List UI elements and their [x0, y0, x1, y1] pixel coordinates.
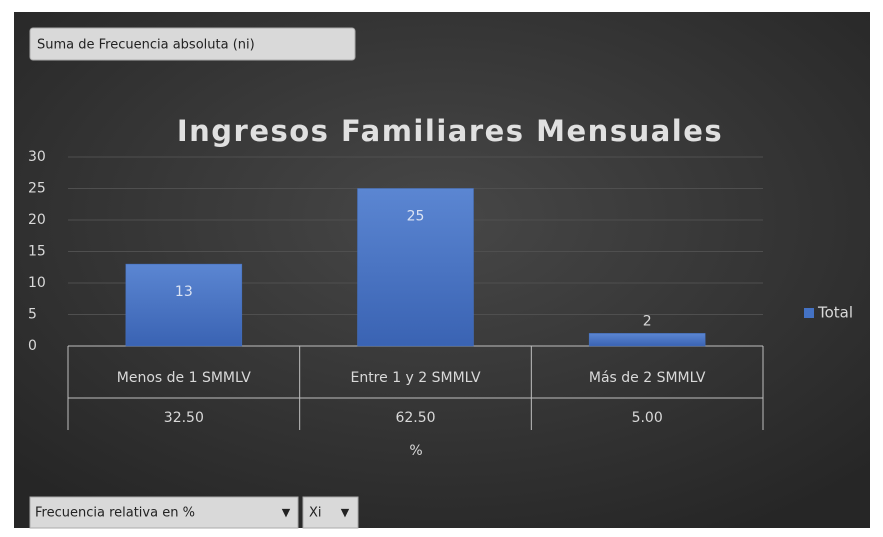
bar	[588, 333, 706, 347]
value-field-button[interactable]	[29, 27, 356, 61]
bar	[357, 188, 474, 347]
x-tick-label: Más de 2 SMMLV	[589, 370, 706, 386]
x-tick-label: Menos de 1 SMMLV	[117, 370, 251, 386]
chart-title: Ingresos Familiares Mensuales	[177, 114, 723, 148]
axis-field-label: Frecuencia relativa en %	[35, 506, 195, 521]
y-tick-label: 15	[28, 244, 46, 260]
y-tick-label: 0	[28, 338, 37, 354]
y-tick-label: 5	[28, 307, 37, 323]
legend-swatch	[804, 308, 814, 318]
data-label: 25	[407, 209, 425, 225]
x-tick-label: Entre 1 y 2 SMMLV	[350, 370, 480, 386]
data-label: 13	[175, 284, 193, 300]
dropdown-arrow: ▼	[341, 506, 350, 519]
value-field-label: Suma de Frecuencia absoluta (ni)	[37, 38, 255, 53]
axis-field-button[interactable]	[302, 496, 359, 529]
dropdown-arrow: ▼	[282, 506, 291, 519]
x-axis-title: %	[409, 443, 422, 459]
y-tick-label: 30	[28, 149, 46, 165]
bar	[125, 263, 243, 347]
axis-field-button[interactable]	[29, 496, 299, 529]
axis-field-label: Xi	[309, 506, 322, 521]
y-tick-label: 25	[28, 181, 46, 197]
y-tick-label: 20	[28, 212, 46, 228]
x-sub-tick-label: 62.50	[395, 410, 435, 426]
y-tick-label: 10	[28, 275, 46, 291]
x-sub-tick-label: 5.00	[632, 410, 663, 426]
data-label: 2	[643, 313, 652, 329]
legend-label: Total	[817, 304, 853, 322]
x-sub-tick-label: 32.50	[164, 410, 204, 426]
